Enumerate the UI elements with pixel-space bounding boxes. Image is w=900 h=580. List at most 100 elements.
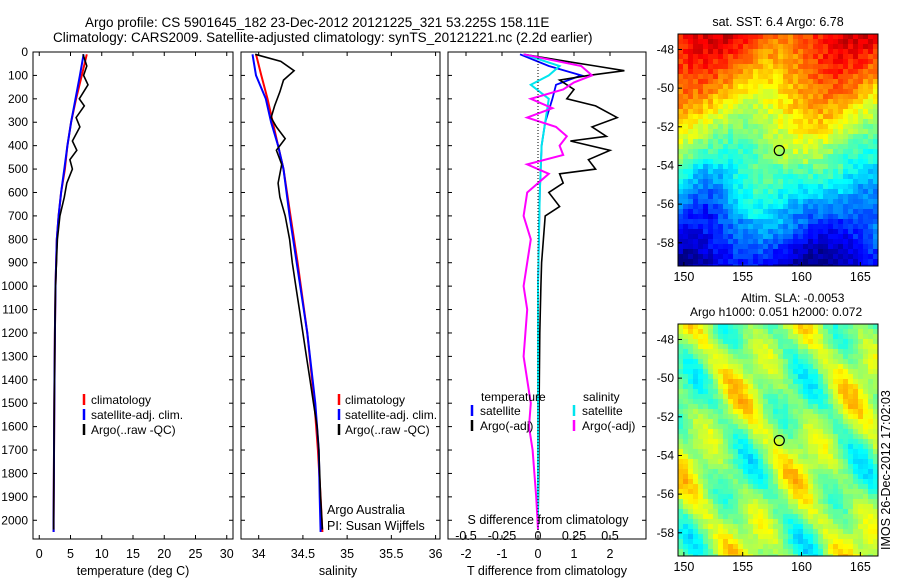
map-cell	[798, 219, 804, 225]
map-cell	[683, 179, 689, 185]
map-cell	[768, 219, 774, 225]
map-cell	[763, 189, 769, 195]
map-cell	[868, 394, 874, 400]
map-cell	[808, 399, 814, 405]
map-cell	[728, 144, 734, 150]
map-cell	[753, 549, 759, 555]
map-cell	[683, 379, 689, 385]
map-cell	[868, 334, 874, 340]
map-cell	[683, 154, 689, 160]
map-cell	[708, 459, 714, 465]
map-cell	[753, 324, 759, 330]
map-cell	[808, 149, 814, 155]
legend-label: satellite	[582, 404, 623, 418]
map-cell	[843, 259, 849, 265]
map-cell	[803, 164, 809, 170]
map-cell	[868, 514, 874, 520]
map-cell	[793, 234, 799, 240]
map-cell	[708, 144, 714, 150]
map-cell	[798, 224, 804, 230]
map-cell	[713, 134, 719, 140]
map-cell	[723, 69, 729, 75]
map-cell	[813, 254, 819, 260]
map-cell	[688, 459, 694, 465]
map-cell	[778, 424, 784, 430]
map-cell	[823, 394, 829, 400]
map-cell	[778, 414, 784, 420]
map-cell	[813, 479, 819, 485]
map-cell	[863, 104, 869, 110]
map-cell	[748, 504, 754, 510]
map-cell	[853, 84, 859, 90]
map-cell	[743, 509, 749, 515]
map-cell	[863, 179, 869, 185]
map-cell	[818, 494, 824, 500]
map-cell	[803, 194, 809, 200]
map-cell	[763, 539, 769, 545]
map-cell	[768, 359, 774, 365]
map-cell	[703, 184, 709, 190]
map-cell	[863, 139, 869, 145]
map-cell	[848, 254, 854, 260]
map-cell	[858, 529, 864, 535]
map-cell	[873, 444, 878, 450]
map-cell	[703, 224, 709, 230]
map-cell	[818, 464, 824, 470]
map-cell	[753, 369, 759, 375]
map-cell	[783, 159, 789, 165]
map-cell	[773, 264, 779, 266]
map-cell	[763, 469, 769, 475]
map-cell	[838, 49, 844, 55]
map-cell	[693, 114, 699, 120]
map-cell	[723, 349, 729, 355]
map-cell	[813, 194, 819, 200]
map-cell	[768, 344, 774, 350]
map-cell	[808, 529, 814, 535]
map-cell	[818, 539, 824, 545]
map-cell	[748, 149, 754, 155]
map-cell	[763, 364, 769, 370]
map-cell	[833, 179, 839, 185]
map-cell	[853, 499, 859, 505]
map-cell	[678, 79, 684, 85]
map-cell	[693, 339, 699, 345]
map-cell	[863, 209, 869, 215]
map-cell	[683, 244, 689, 250]
map-cell	[718, 169, 724, 175]
map-cell	[683, 359, 689, 365]
map-cell	[703, 519, 709, 525]
map-cell	[713, 499, 719, 505]
map-cell	[808, 189, 814, 195]
map-cell	[768, 369, 774, 375]
map-cell	[833, 189, 839, 195]
map-cell	[858, 519, 864, 525]
map-cell	[708, 514, 714, 520]
map-cell	[738, 49, 744, 55]
map-cell	[718, 194, 724, 200]
map-cell	[693, 519, 699, 525]
map-cell	[728, 84, 734, 90]
map-cell	[758, 529, 764, 535]
map-cell	[708, 419, 714, 425]
map-cell	[678, 199, 684, 205]
map-cell	[728, 39, 734, 45]
map-cell	[823, 524, 829, 530]
map-cell	[723, 434, 729, 440]
map-cell	[778, 84, 784, 90]
map-cell	[803, 199, 809, 205]
map-cell	[728, 79, 734, 85]
map-cell	[863, 354, 869, 360]
map-cell	[843, 479, 849, 485]
map-cell	[813, 129, 819, 135]
x-tick-label: 30	[220, 547, 234, 561]
map-cell	[758, 514, 764, 520]
map-cell	[683, 419, 689, 425]
depth-tick-label: 1600	[1, 420, 28, 434]
map-cell	[813, 44, 819, 50]
map-cell	[678, 504, 684, 510]
map-cell	[798, 439, 804, 445]
map-cell	[763, 389, 769, 395]
map-cell	[748, 104, 754, 110]
map-cell	[773, 324, 779, 330]
map-cell	[813, 539, 819, 545]
